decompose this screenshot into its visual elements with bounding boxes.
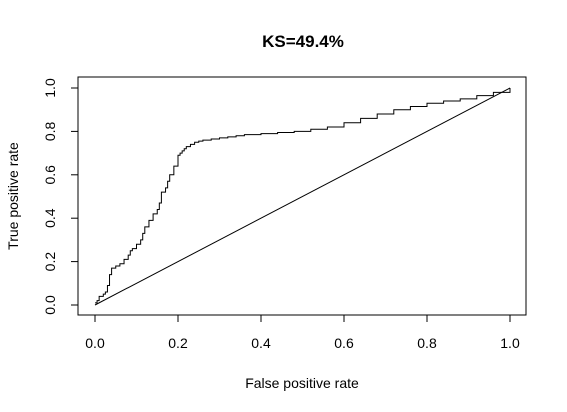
y-tick-label: 0.8 xyxy=(42,121,58,141)
x-tick-label: 1.0 xyxy=(500,335,520,351)
x-tick-label: 0.2 xyxy=(168,335,188,351)
series-layer xyxy=(94,87,511,306)
x-axis-label: False positive rate xyxy=(245,375,359,391)
y-axis-label: True positive rate xyxy=(5,142,21,250)
x-axis: 0.0 0.2 0.4 0.6 0.8 1.0 xyxy=(85,314,520,351)
y-tick-label: 1.0 xyxy=(42,78,58,98)
chart-title: KS=49.4% xyxy=(262,32,344,51)
y-tick-label: 0.2 xyxy=(42,252,58,272)
y-tick-label: 0.0 xyxy=(42,295,58,315)
y-tick-label: 0.4 xyxy=(42,208,58,228)
x-tick-label: 0.8 xyxy=(417,335,437,351)
diagonal-reference-line xyxy=(94,87,511,306)
x-tick-label: 0.6 xyxy=(334,335,354,351)
x-tick-label: 0.0 xyxy=(85,335,105,351)
roc-curve-line xyxy=(95,88,511,304)
x-tick-label: 0.4 xyxy=(251,335,271,351)
y-tick-label: 0.6 xyxy=(42,165,58,185)
y-axis: 0.0 0.2 0.4 0.6 0.8 1.0 xyxy=(42,78,79,315)
